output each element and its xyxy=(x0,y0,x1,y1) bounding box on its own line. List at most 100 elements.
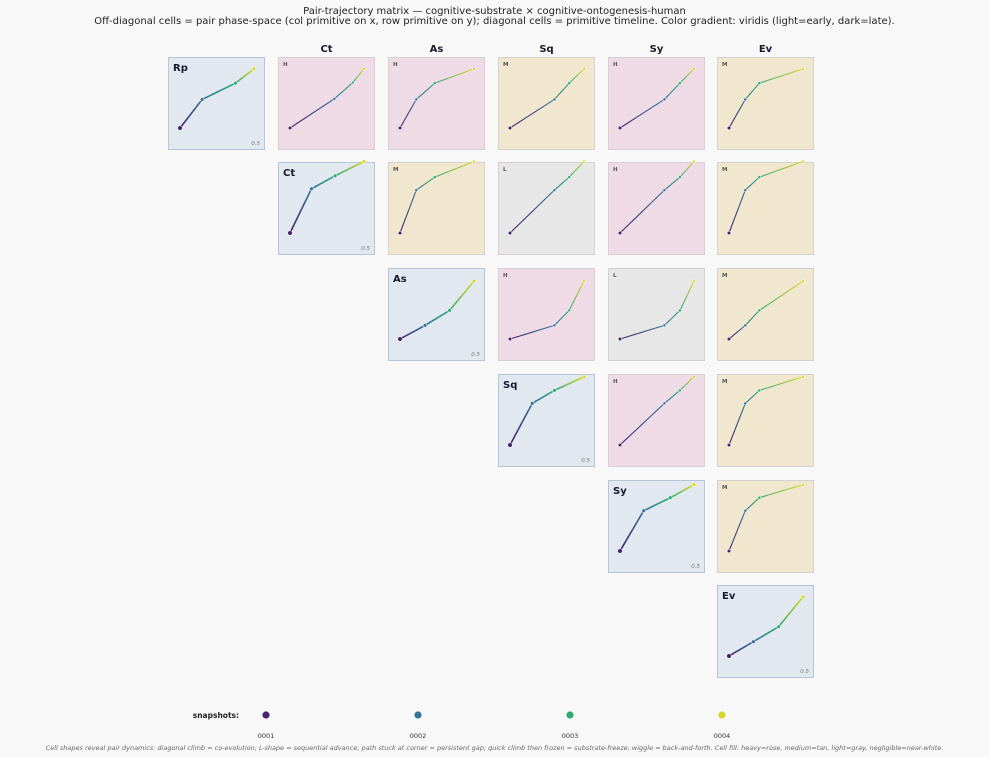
snapshot-point-0001 xyxy=(397,336,403,342)
row-label-ev: Ev xyxy=(722,591,736,602)
trajectory-segment xyxy=(418,93,423,98)
trajectory-segment xyxy=(531,329,541,333)
column-headers: Ct As Sq Sy Ev xyxy=(320,44,772,55)
cell-sq-sy: H xyxy=(608,374,705,467)
trajectory-segment xyxy=(440,77,449,82)
cell-background xyxy=(608,162,705,255)
trajectory-segment xyxy=(531,108,541,115)
trajectory-segment xyxy=(731,218,735,227)
snapshot-point-0001 xyxy=(287,125,293,131)
trajectory-segment xyxy=(424,180,430,185)
trajectory-segment xyxy=(688,70,693,75)
row-label-sy: Sy xyxy=(613,486,627,497)
trajectory-segment xyxy=(671,88,676,92)
trajectory-segment xyxy=(733,331,738,335)
trajectory-segment xyxy=(627,530,633,539)
trajectory-segment xyxy=(223,85,231,90)
trajectory-segment xyxy=(731,537,735,545)
chart-subtitle: Off-diagonal cells = pair phase-space (c… xyxy=(94,16,894,27)
column-header-sy: Sy xyxy=(650,44,664,55)
trajectory-segment xyxy=(739,327,744,331)
trajectory-segment xyxy=(681,77,686,82)
trajectory-segment xyxy=(688,163,693,168)
trajectory-segment xyxy=(456,294,463,302)
snapshot-point-0001 xyxy=(397,125,403,131)
trajectory-segment xyxy=(539,196,548,205)
snapshot-point-0001 xyxy=(726,230,732,236)
trajectory-segment xyxy=(299,202,306,212)
snapshot-point-0002 xyxy=(552,97,557,102)
trajectory-segment xyxy=(218,87,226,93)
trajectory-segment xyxy=(516,117,526,124)
cell-background xyxy=(608,268,705,361)
cell-rp-ct: H xyxy=(278,57,375,150)
trajectory-segment xyxy=(428,178,433,182)
trajectory-segment xyxy=(669,90,673,95)
snapshot-point-0003 xyxy=(552,388,557,393)
trajectory-segment xyxy=(319,103,328,110)
trajectory-segment xyxy=(666,185,671,189)
trajectory-segment xyxy=(539,327,548,331)
trajectory-segment xyxy=(558,385,566,389)
trajectory-segment xyxy=(641,203,651,213)
trajectory-segment xyxy=(674,85,678,90)
trajectory-segment xyxy=(556,319,560,324)
snapshot-point-0002 xyxy=(423,323,428,328)
snapshot-point-0003 xyxy=(757,388,762,393)
weight-tag: M xyxy=(722,167,727,173)
row-label-sq: Sq xyxy=(503,380,517,391)
trajectory-segment xyxy=(773,168,782,173)
trajectory-segment xyxy=(773,295,782,302)
snapshot-point-0002 xyxy=(332,97,337,101)
cell-background xyxy=(608,57,705,150)
snapshot-point-0004 xyxy=(472,159,476,164)
trajectory-segment xyxy=(739,196,744,205)
trajectory-segment xyxy=(576,166,580,170)
trajectory-segment xyxy=(766,77,775,82)
snapshot-point-0004 xyxy=(361,159,367,164)
trajectory-segment xyxy=(407,203,412,213)
row-label-rp: Rp xyxy=(173,63,188,74)
trajectory-segment xyxy=(561,314,565,319)
trajectory-segment xyxy=(754,312,758,316)
snapshot-point-0003 xyxy=(757,81,762,85)
diagonal-scale-label: 0.5 xyxy=(581,458,590,464)
trajectory-segment xyxy=(671,314,676,319)
trajectory-segment xyxy=(789,606,796,613)
trajectory-segment xyxy=(407,108,412,115)
trajectory-segment xyxy=(660,499,667,503)
snapshot-point-0002 xyxy=(751,639,756,644)
snapshot-point-0003 xyxy=(678,81,682,85)
snapshot-point-0003 xyxy=(776,624,781,629)
trajectory-segment xyxy=(780,166,789,170)
trajectory-segment xyxy=(418,185,423,189)
trajectory-segment xyxy=(634,516,641,525)
snapshot-point-0002 xyxy=(309,186,314,191)
snapshot-point-0001 xyxy=(177,125,183,131)
trajectory-segment xyxy=(539,103,548,110)
trajectory-segment xyxy=(421,183,427,187)
trajectory-segment xyxy=(460,70,469,75)
snapshot-point-0001 xyxy=(617,336,623,342)
cell-as-ev: M xyxy=(717,268,814,361)
trajectory-segment xyxy=(520,416,526,426)
cell-background xyxy=(498,57,595,150)
trajectory-segment xyxy=(516,333,526,338)
cell-sy-ev: M xyxy=(717,480,814,573)
snapshot-point-0002 xyxy=(662,323,667,328)
trajectory-segment xyxy=(460,163,469,168)
snapshot-point-0002 xyxy=(414,97,419,102)
trajectory-segment xyxy=(623,536,629,546)
snapshot-point-0001 xyxy=(726,548,732,554)
trajectory-segment xyxy=(404,113,409,120)
legend-item-0002: 0002 xyxy=(410,732,427,740)
trajectory-segment xyxy=(669,183,673,187)
trajectory-segment xyxy=(681,171,686,176)
trajectory-segment xyxy=(348,165,356,170)
trajectory-segment xyxy=(733,210,738,220)
snapshot-point-0002 xyxy=(743,97,748,102)
trajectory-segment xyxy=(773,383,782,387)
weight-tag: M xyxy=(503,62,508,68)
trajectory-segment xyxy=(681,300,686,307)
trajectory-segment xyxy=(731,333,735,338)
